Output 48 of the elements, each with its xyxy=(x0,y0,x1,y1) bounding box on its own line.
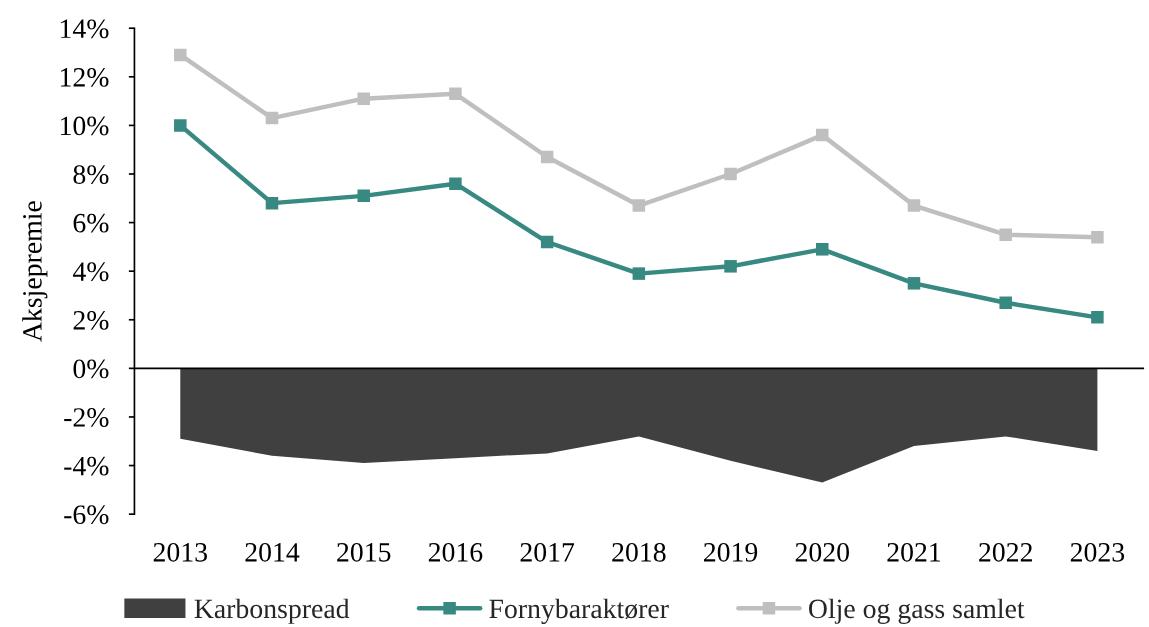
point xyxy=(907,199,921,212)
point xyxy=(632,199,646,212)
point xyxy=(724,167,737,181)
x-tick-label: 2017 xyxy=(520,542,575,562)
x-tick-label: 2013 xyxy=(153,542,207,562)
y-tick-label: 0% xyxy=(73,359,109,379)
point xyxy=(999,296,1012,310)
y-tick-label: -6% xyxy=(64,505,109,525)
y-tick-label: -2% xyxy=(64,408,109,427)
x-tick-label: 2015 xyxy=(337,542,391,562)
point xyxy=(449,87,462,101)
y-tick-label: 12% xyxy=(60,67,109,87)
legend-label: Karbonspread xyxy=(194,598,350,624)
point xyxy=(540,235,554,249)
x-tick-label: 2023 xyxy=(1070,542,1125,562)
y-tick-label: 4% xyxy=(72,262,109,282)
point xyxy=(999,228,1012,241)
point xyxy=(1091,311,1104,324)
y-tick-label: 2% xyxy=(73,310,109,330)
point xyxy=(265,111,279,125)
point xyxy=(816,243,829,256)
x-tick-label: 2020 xyxy=(795,542,849,562)
y-tick-label: 8% xyxy=(73,165,109,184)
y-axis-title: Aksjepremie xyxy=(22,201,48,342)
point xyxy=(265,196,279,210)
y-tick-label: 10% xyxy=(60,116,109,136)
y-tick-label: -4% xyxy=(64,456,109,476)
point xyxy=(174,48,187,62)
point xyxy=(449,177,462,190)
point xyxy=(174,119,187,132)
y-tick-label: 14% xyxy=(60,19,109,39)
x-tick-label: 2016 xyxy=(428,542,483,562)
point xyxy=(357,189,370,203)
x-tick-label: 2014 xyxy=(245,542,300,562)
point xyxy=(1091,230,1104,244)
y-tick-label: 6% xyxy=(73,213,109,233)
point xyxy=(724,260,737,273)
x-tick-label: 2021 xyxy=(887,542,941,562)
x-tick-label: 2019 xyxy=(704,542,758,562)
point xyxy=(632,267,646,280)
x-tick-label: 2022 xyxy=(979,542,1032,562)
point xyxy=(540,150,554,164)
point xyxy=(357,92,370,105)
point xyxy=(907,277,921,290)
x-tick-label: 2018 xyxy=(612,542,666,562)
legend-label: Fornybaraktører xyxy=(489,598,669,624)
legend-label: Olje og gass samlet xyxy=(809,598,1025,624)
point xyxy=(816,128,829,142)
